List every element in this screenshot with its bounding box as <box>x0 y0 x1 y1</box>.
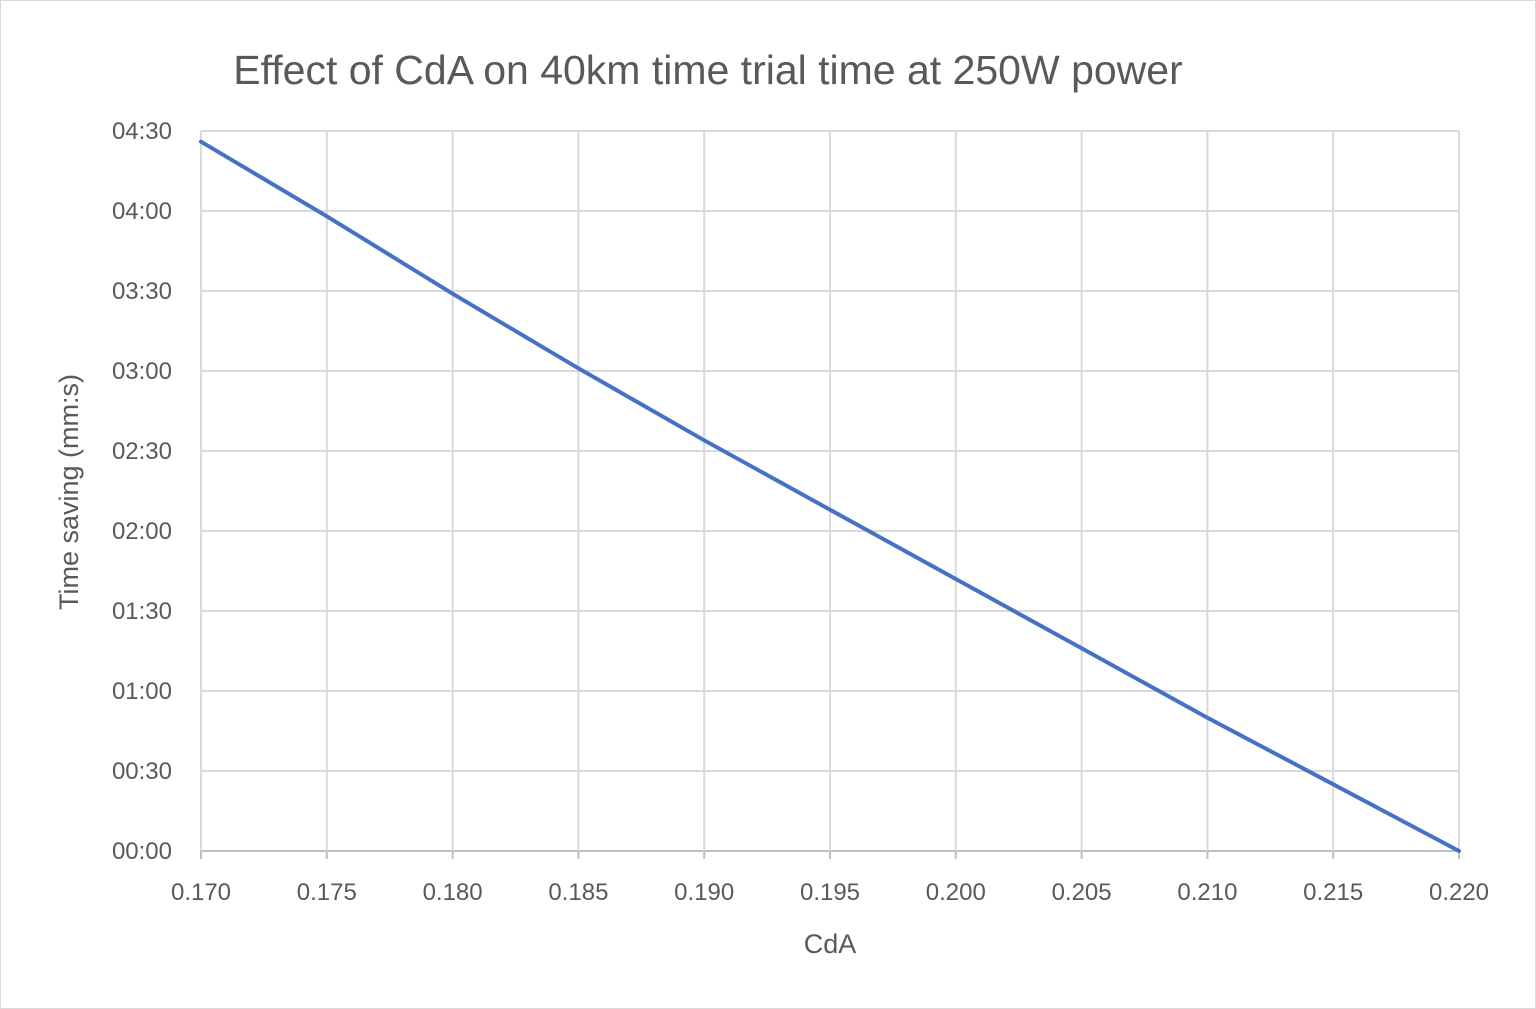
y-tick-label: 04:00 <box>112 198 172 225</box>
y-axis-ticks: 00:00 00:30 01:00 01:30 02:00 02:30 03:00 03:30… <box>112 118 172 865</box>
x-axis-title: CdA <box>804 929 857 959</box>
x-tick-label: 0.190 <box>674 879 734 906</box>
chart-title: Effect of CdA on 40km time trial time at… <box>233 47 1183 93</box>
x-tick-label: 0.195 <box>800 879 860 906</box>
y-tick-label: 01:30 <box>112 598 172 625</box>
x-axis-ticks: 0.170 0.175 0.180 0.185 0.190 0.195 0.200 0.205… <box>171 879 1489 906</box>
x-tick-label: 0.215 <box>1303 879 1363 906</box>
series-layer <box>199 139 1461 853</box>
x-tick-label: 0.185 <box>548 879 608 906</box>
y-tick-label: 03:00 <box>112 358 172 385</box>
x-tick-label: 0.180 <box>423 879 483 906</box>
y-tick-label: 02:30 <box>112 438 172 465</box>
x-tick-label: 0.205 <box>1052 879 1112 906</box>
x-tick-label: 0.210 <box>1177 879 1237 906</box>
y-tick-label: 01:00 <box>112 678 172 705</box>
y-tick-label: 02:00 <box>112 518 172 545</box>
y-tick-label: 04:30 <box>112 118 172 145</box>
x-tick-label: 0.175 <box>297 879 357 906</box>
grid-lines <box>200 130 1460 859</box>
y-axis-title: Time saving (mm:s) <box>54 374 84 610</box>
x-tick-label: 0.220 <box>1429 879 1489 906</box>
series-line <box>199 139 1461 853</box>
x-tick-label: 0.200 <box>926 879 986 906</box>
y-tick-label: 03:30 <box>112 278 172 305</box>
y-tick-label: 00:30 <box>112 758 172 785</box>
x-tick-label: 0.170 <box>171 879 231 906</box>
y-tick-label: 00:00 <box>112 838 172 865</box>
